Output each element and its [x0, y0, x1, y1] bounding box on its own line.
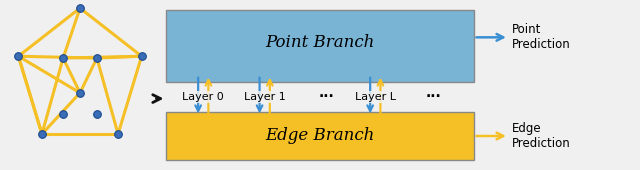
Text: Layer 1: Layer 1: [244, 92, 285, 102]
Text: Layer 0: Layer 0: [182, 92, 224, 102]
Text: ···: ···: [426, 90, 442, 104]
FancyBboxPatch shape: [166, 10, 474, 82]
Text: ···: ···: [318, 90, 334, 104]
Text: Edge
Prediction: Edge Prediction: [512, 122, 571, 150]
Text: Point
Prediction: Point Prediction: [512, 23, 571, 51]
Text: Layer L: Layer L: [355, 92, 396, 102]
FancyBboxPatch shape: [166, 112, 474, 160]
Text: Edge Branch: Edge Branch: [266, 128, 374, 144]
Text: Point Branch: Point Branch: [266, 34, 374, 51]
